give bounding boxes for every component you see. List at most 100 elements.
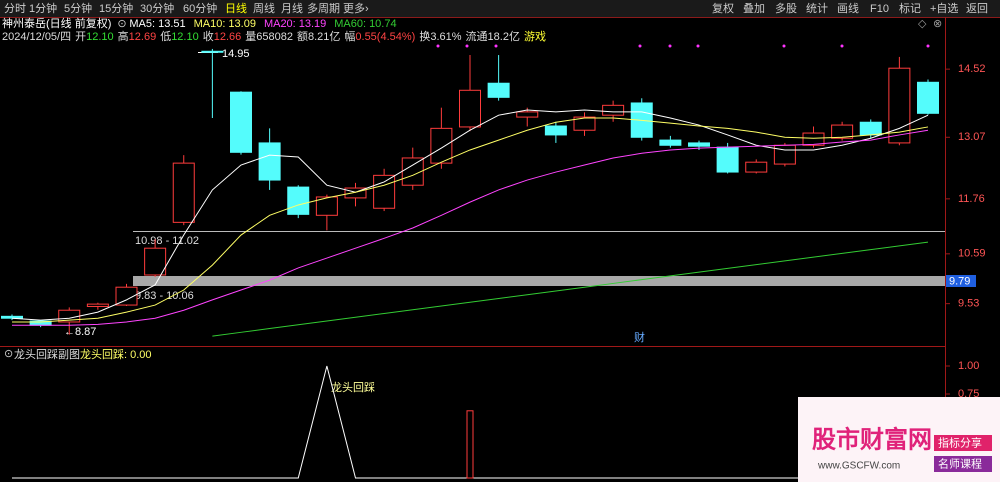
candle-body (459, 89, 481, 128)
candle-body (287, 186, 310, 215)
candle-body (230, 91, 252, 153)
level-label: 10.98 - 11.02 (135, 235, 199, 247)
tag[interactable]: 名师课程 (938, 456, 982, 470)
candle-body (115, 286, 138, 306)
tab[interactable]: 1分钟 (29, 1, 57, 15)
quote-label: 高 (118, 29, 129, 43)
quote-sector: 游戏 (524, 30, 546, 43)
quote-value: 18.2亿 (488, 30, 520, 43)
candle-body (1, 315, 23, 319)
marker (465, 44, 469, 48)
tab[interactable]: 月线 (281, 1, 303, 15)
y-tick-label: 11.76 (958, 193, 985, 205)
ma-line (11, 109, 929, 321)
toolbar-bg (0, 0, 1000, 17)
tab[interactable]: 60分钟 (183, 1, 217, 15)
sub-reading: 龙头回踩: 0.00 (80, 348, 152, 361)
quote-date: 2024/12/05/四 (2, 31, 71, 43)
marker (436, 44, 440, 48)
quote-label: 收 (203, 29, 214, 43)
tool-button[interactable]: 标记 (899, 1, 921, 15)
ma-value: 10.74 (369, 18, 397, 30)
axis-marker-bg (946, 275, 976, 287)
tool-button[interactable]: +自选 (930, 2, 958, 15)
marker (668, 44, 672, 48)
tool-button[interactable]: 返回 (966, 2, 988, 15)
candle-body (602, 104, 625, 116)
stock-name: 神州泰岳(日线 前复权) (2, 16, 111, 30)
ma-line (212, 241, 929, 337)
marker (696, 44, 700, 48)
y-tick-label: 1.00 (958, 360, 979, 372)
quote-value: 0.55(4.54%) (355, 31, 415, 43)
candle-body (201, 50, 224, 53)
tag-bg (934, 435, 992, 451)
candle-body (888, 67, 911, 144)
sub-icon[interactable]: ⊙ (4, 348, 13, 360)
quote-value: 12.66 (214, 31, 242, 43)
event-label[interactable]: 财 (634, 330, 645, 344)
icon[interactable]: ◇ (918, 18, 927, 30)
candle-body (544, 125, 567, 136)
ma-label: MA20: (264, 18, 296, 30)
tab[interactable]: 分时 (4, 2, 26, 15)
candle-body (716, 146, 739, 173)
marker (782, 44, 786, 48)
candle-body (659, 139, 682, 146)
tool-button[interactable]: 叠加 (743, 2, 765, 15)
candle-body (172, 162, 195, 223)
candle-body (344, 187, 367, 199)
candle-body (373, 174, 396, 209)
quote-label: 开 (75, 31, 86, 43)
watermark-name: 股市财富网 (812, 425, 932, 453)
y-tick-label: 14.52 (958, 63, 986, 75)
quote-value: 658082 (256, 31, 293, 43)
y-tick-label: 13.07 (958, 131, 986, 143)
quote-value: 12.10 (171, 31, 199, 43)
ma-value: 13.19 (299, 18, 327, 30)
tab[interactable]: 15分钟 (99, 1, 133, 15)
y-tick-label: 0.75 (958, 388, 979, 400)
candle-body (430, 127, 453, 164)
candle-body (831, 124, 854, 139)
marker (926, 44, 930, 48)
quote-label: 额 (297, 30, 308, 43)
ma-line (12, 129, 929, 326)
ma-label: MA10: (194, 18, 226, 30)
tab[interactable]: 更多› (343, 1, 369, 15)
signal-label: 龙头回踩 (331, 381, 375, 394)
ma-icon[interactable]: ⊙ (117, 18, 126, 30)
tab[interactable]: 周线 (253, 1, 275, 15)
tool-button[interactable]: 复权 (712, 1, 734, 15)
icon[interactable]: ⊗ (933, 18, 942, 30)
ma-label: MA60: (334, 18, 366, 30)
tag-bg (934, 456, 992, 472)
price-band (133, 276, 945, 286)
tab[interactable]: 多周期 (307, 1, 340, 15)
candle-body (773, 144, 796, 165)
marker (638, 44, 642, 48)
tab[interactable]: 30分钟 (140, 1, 174, 15)
quote-label: 换 (419, 29, 430, 43)
tool-button[interactable]: F10 (870, 3, 889, 15)
candle-body (745, 161, 768, 173)
tab[interactable]: 5分钟 (64, 1, 92, 15)
tag[interactable]: 指标分享 (938, 435, 982, 449)
y-tick-label: 9.53 (958, 298, 979, 310)
quote-value: 3.61% (430, 31, 461, 43)
candle-body (802, 132, 825, 146)
tab[interactable]: 日线 (225, 1, 247, 15)
candle-body (516, 111, 539, 118)
candle-body (144, 247, 167, 276)
marker (840, 44, 844, 48)
watermark-url: www.GSCFW.com (817, 461, 900, 472)
quote-label: 流通 (466, 29, 488, 43)
candle-body (573, 116, 596, 131)
y-tick-label: 10.59 (958, 248, 986, 260)
tool-button[interactable]: 统计 (806, 2, 828, 15)
candle-body (859, 121, 882, 136)
quote-value: 12.10 (86, 31, 114, 43)
high-label: 14.95 (222, 48, 250, 60)
tool-button[interactable]: 多股 (775, 1, 797, 15)
tool-button[interactable]: 画线 (837, 1, 859, 15)
